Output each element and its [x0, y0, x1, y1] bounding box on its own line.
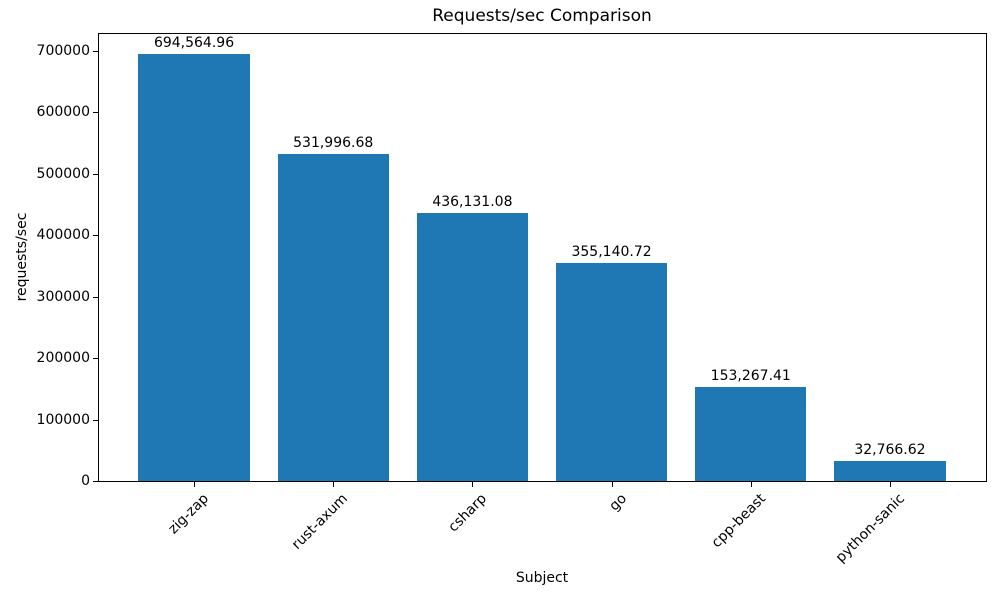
x-axis-label: Subject: [515, 570, 569, 586]
x-tick-mark: [333, 482, 335, 487]
x-tick-label-rust-axum: rust-axum: [289, 490, 352, 553]
y-tick-label: 700000: [36, 42, 90, 59]
y-tick-mark: [93, 173, 98, 175]
bar-value-label: 32,766.62: [854, 441, 926, 458]
x-tick-label-zig-zap: zig-zap: [165, 490, 213, 538]
bar-rust-axum: [277, 154, 389, 481]
axes-spine-bottom: [98, 481, 987, 482]
bar-value-label: 531,996.68: [293, 135, 374, 152]
bar-go: [555, 262, 668, 481]
x-tick-mark: [611, 482, 613, 487]
y-tick-label: 400000: [36, 227, 90, 244]
y-tick-label: 0: [81, 473, 90, 489]
bar-csharp: [416, 213, 529, 481]
y-tick-mark: [93, 358, 98, 360]
x-tick-mark: [194, 482, 196, 487]
x-tick-mark: [750, 482, 752, 487]
x-tick-mark: [889, 482, 891, 487]
bar-cpp-beast: [695, 386, 807, 481]
bar-python-sanic: [834, 460, 946, 481]
bar-value-label: 355,140.72: [571, 243, 652, 260]
axes-spine-right: [986, 33, 987, 482]
axes-spine-top: [98, 33, 987, 34]
y-tick-mark: [93, 235, 98, 237]
y-tick-label: 200000: [36, 350, 90, 367]
bar-value-label: 694,564.96: [153, 35, 235, 52]
x-tick-label-python-sanic: python-sanic: [832, 490, 908, 566]
y-tick-label: 500000: [36, 165, 90, 182]
y-tick-label: 100000: [36, 411, 90, 428]
y-tick-label: 300000: [36, 288, 90, 305]
bar-value-label: 436,131.08: [432, 194, 513, 211]
y-tick-mark: [93, 419, 98, 421]
y-tick-label: 600000: [36, 104, 90, 121]
axes-spine-left: [98, 33, 99, 482]
y-tick-mark: [93, 50, 98, 52]
y-tick-mark: [93, 481, 98, 482]
x-tick-mark: [472, 482, 474, 487]
bar-value-label: 153,267.41: [710, 367, 791, 384]
chart-title: Requests/sec Comparison: [432, 6, 652, 26]
y-tick-mark: [93, 112, 98, 114]
bar-zig-zap: [138, 54, 250, 481]
y-tick-mark: [93, 296, 98, 298]
